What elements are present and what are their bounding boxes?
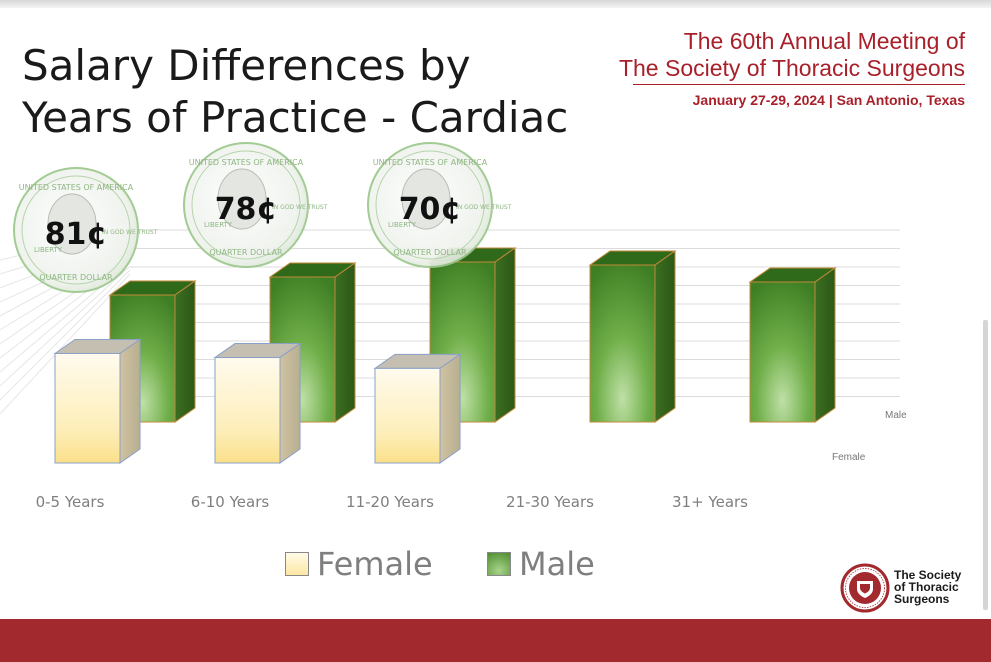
depth-axis-label-female: Female <box>832 452 866 463</box>
coin-value-label: 81¢ <box>45 217 108 252</box>
male-bar-front <box>589 264 656 423</box>
meeting-title-line-2: The Society of Thoracic Surgeons <box>618 55 965 81</box>
legend-label-female: Female <box>317 545 433 583</box>
coin-text-bottom: QUARTER DOLLAR <box>209 248 283 257</box>
coin-portrait <box>401 168 451 230</box>
coin-text-top: UNITED STATES OF AMERICA <box>373 158 488 167</box>
gridline-diagonal <box>0 269 131 401</box>
coin-text-top: UNITED STATES OF AMERICA <box>189 158 304 167</box>
sts-logo-icon <box>840 563 890 613</box>
category-tick-label: 21-30 Years <box>506 493 594 511</box>
coin-portrait <box>47 193 97 255</box>
female-bar <box>373 353 462 464</box>
category-tick-label: 31+ Years <box>672 493 748 511</box>
meeting-divider <box>633 84 965 85</box>
logo-line-2: of Thoracic <box>894 580 959 594</box>
coin-text-trust: IN GOD WE TRUST <box>102 229 158 236</box>
coin-text-bottom: QUARTER DOLLAR <box>393 248 467 257</box>
footer-band <box>0 619 991 662</box>
category-tick-label: 11-20 Years <box>346 493 434 511</box>
coin-rim <box>375 150 485 260</box>
coin-text-bottom: QUARTER DOLLAR <box>39 273 113 282</box>
gridline-diagonal <box>0 265 131 387</box>
coin-portrait <box>217 168 267 230</box>
scrollbar[interactable] <box>983 320 988 610</box>
coin-text-liberty: LIBERTY <box>204 221 233 229</box>
male-bar <box>588 250 677 423</box>
coin-text-liberty: LIBERTY <box>388 221 417 229</box>
logo-line-1: The Society <box>894 568 962 582</box>
coin-value-label: 70¢ <box>399 192 462 227</box>
category-tick-label: 0-5 Years <box>36 493 105 511</box>
title-line-1: Salary Differences by <box>22 41 471 90</box>
male-bar <box>748 267 837 423</box>
quarter-coin-icon: UNITED STATES OF AMERICA QUARTER DOLLAR LI… <box>13 167 158 293</box>
quarter-coin-icon: UNITED STATES OF AMERICA QUARTER DOLLAR LI… <box>183 142 328 268</box>
title-line-2: Years of Practice - Cardiac <box>22 93 569 142</box>
coin-rim <box>21 175 131 285</box>
gridline-diagonal <box>0 273 131 415</box>
male-bar-side <box>334 262 356 423</box>
legend-item-female: Female <box>285 545 433 583</box>
meeting-title-line-1: The 60th Annual Meeting of <box>683 28 965 54</box>
logo-line-3: Surgeons <box>894 592 950 606</box>
legend-swatch-female <box>285 552 309 576</box>
coin-text-liberty: LIBERTY <box>34 246 63 254</box>
meeting-date: January 27-29, 2024 | San Antonio, Texas <box>692 92 965 108</box>
female-series <box>53 338 462 464</box>
category-labels: 0-5 Years 6-10 Years 11-20 Years 21-30 Year… <box>36 493 749 511</box>
top-border <box>0 0 991 8</box>
male-bar-side <box>494 247 516 423</box>
chart-legend: Female Male <box>0 545 991 585</box>
bar-chart: UNITED STATES OF AMERICA QUARTER DOLLAR LI… <box>0 142 907 511</box>
coin-value-label: 78¢ <box>215 192 278 227</box>
logo-wordmark: The Society of Thoracic Surgeons <box>894 569 961 605</box>
legend-swatch-male <box>487 552 511 576</box>
coin-text-trust: IN GOD WE TRUST <box>456 204 512 211</box>
coin-rim <box>191 150 301 260</box>
male-bar-side <box>814 267 836 423</box>
female-bar-side <box>279 342 301 464</box>
category-tick-label: 6-10 Years <box>191 493 270 511</box>
male-bar-front <box>749 281 816 423</box>
male-bar-side <box>174 280 196 423</box>
female-bar-front <box>374 367 441 464</box>
female-bar-front <box>214 357 281 464</box>
coin-text-top: UNITED STATES OF AMERICA <box>19 183 134 192</box>
slide-title: Salary Differences by Years of Practice … <box>22 40 568 144</box>
female-bar-side <box>439 353 461 464</box>
male-bar-side <box>654 250 676 423</box>
quarter-coin-icon: UNITED STATES OF AMERICA QUARTER DOLLAR LI… <box>367 142 512 268</box>
female-bar-front <box>54 352 121 464</box>
female-bar-side <box>119 338 141 464</box>
coin-annotations: UNITED STATES OF AMERICA QUARTER DOLLAR LI… <box>13 142 512 293</box>
female-bar <box>53 338 142 464</box>
legend-item-male: Male <box>487 545 595 583</box>
female-bar <box>213 342 302 464</box>
legend-label-male: Male <box>519 545 595 583</box>
depth-axis-label-male: Male <box>885 410 907 421</box>
male-series <box>108 247 837 423</box>
coin-text-trust: IN GOD WE TRUST <box>272 204 328 211</box>
